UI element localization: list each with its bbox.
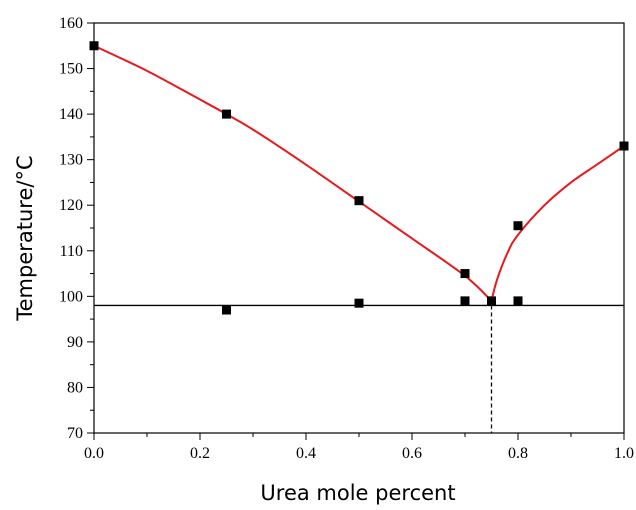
y-tick-label: 160: [59, 15, 83, 32]
y-tick-label: 70: [67, 425, 83, 442]
y-tick-label: 100: [59, 288, 83, 305]
data-point: [513, 221, 523, 231]
y-axis-title: Temperature/°C: [13, 155, 37, 321]
data-point: [354, 298, 364, 308]
x-tick-label: 0.8: [508, 445, 528, 462]
plot-layer: [89, 22, 629, 434]
x-ticks: 0.0 0.2 0.4 0.6 0.8 1.0: [84, 433, 634, 462]
y-tick-label: 110: [60, 243, 83, 260]
y-tick-label: 90: [67, 334, 83, 351]
data-point: [619, 141, 629, 151]
y-tick-label: 80: [67, 379, 83, 396]
x-tick-label: 0.4: [296, 445, 316, 462]
x-tick-label: 0.6: [402, 445, 422, 462]
data-point: [460, 296, 470, 306]
x-tick-label: 0.2: [190, 445, 210, 462]
liquidus-curve-left: [93, 44, 493, 302]
liquidus-curve-right: [490, 145, 625, 302]
y-tick-label: 140: [59, 106, 83, 123]
data-point: [222, 109, 231, 119]
data-point: [513, 296, 523, 306]
data-point: [354, 196, 364, 206]
data-point: [222, 305, 231, 315]
x-axis-title: Urea mole percent: [260, 481, 455, 505]
data-point: [460, 269, 470, 279]
x-tick-label: 1.0: [614, 445, 634, 462]
data-point: [487, 296, 496, 306]
x-tick-label: 0.0: [84, 445, 104, 462]
y-ticks: 70 80 90 100 110 120 130 140 150 160: [59, 15, 94, 442]
y-tick-label: 120: [59, 197, 83, 214]
y-tick-label: 150: [59, 61, 83, 78]
y-tick-label: 130: [59, 152, 83, 169]
